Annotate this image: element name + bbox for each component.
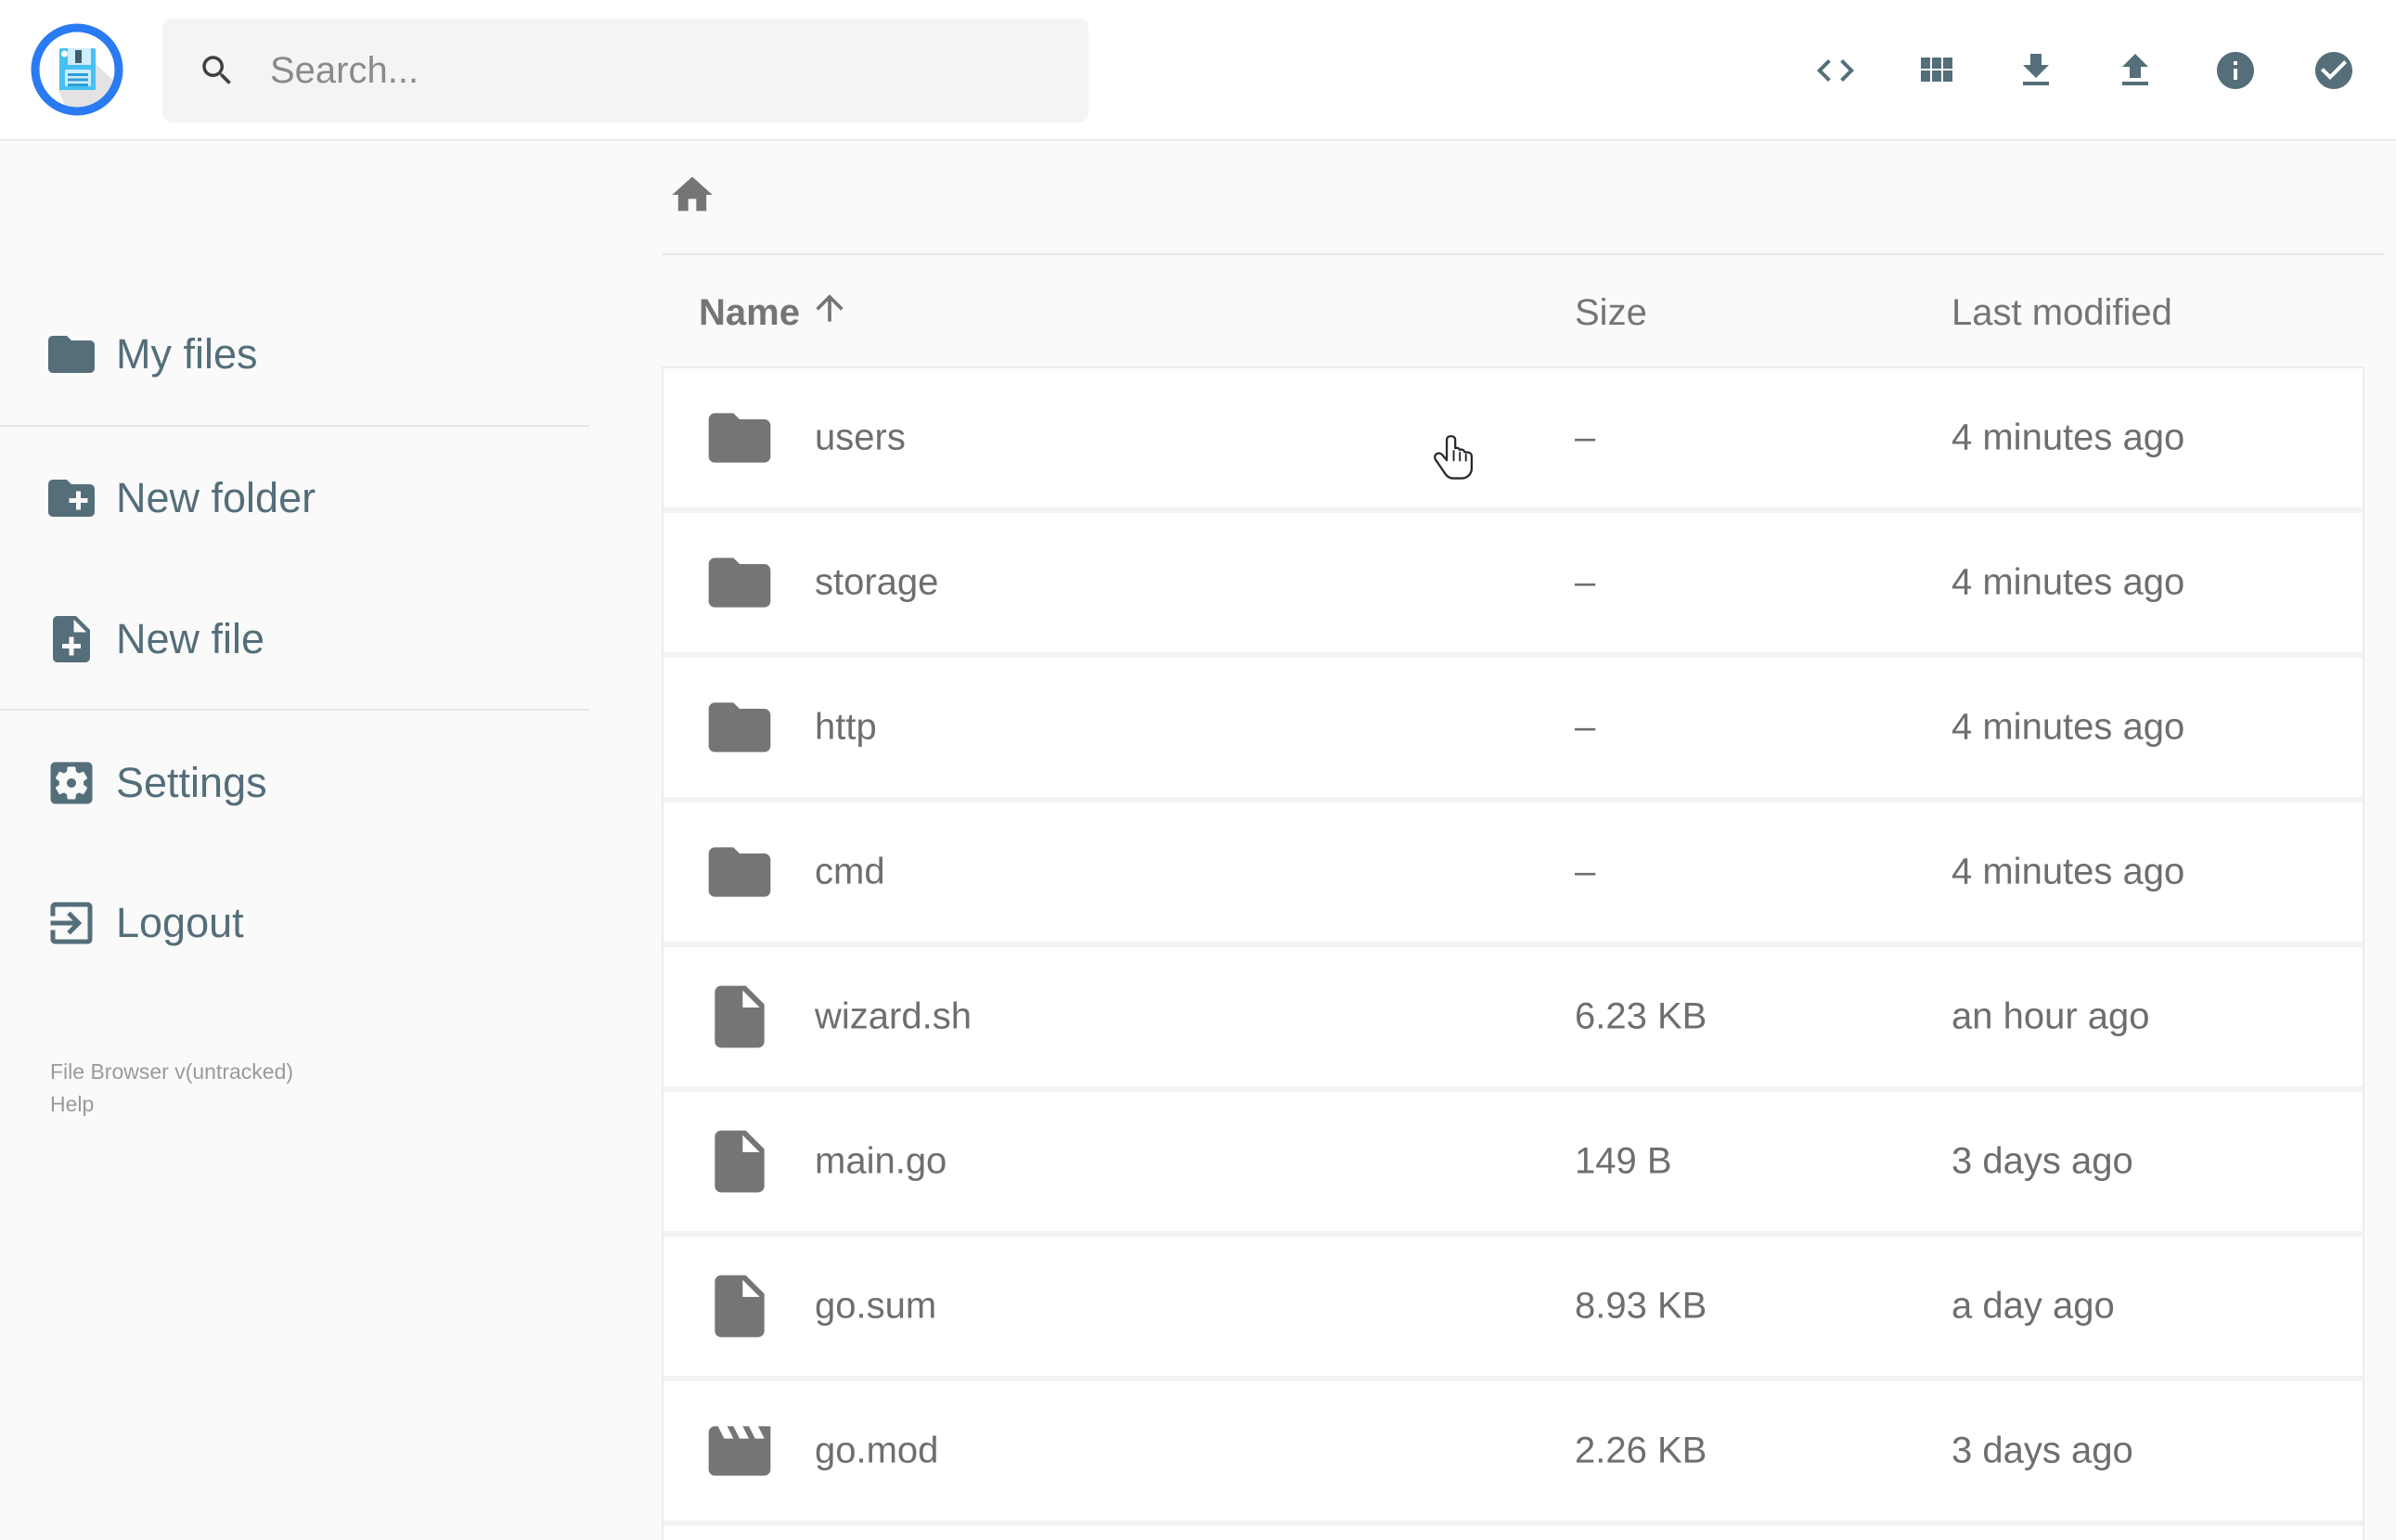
folder-row[interactable]: http – 4 minutes ago — [663, 658, 2363, 802]
help-link[interactable]: Help — [50, 1092, 95, 1116]
sidebar-divider — [0, 425, 589, 427]
settings-icon — [50, 762, 93, 804]
sidebar-item-new-file[interactable]: New file — [0, 588, 589, 690]
sidebar-item-my-files[interactable]: My files — [0, 303, 589, 405]
file-modified: a day ago — [1952, 1285, 2115, 1327]
file-row[interactable]: main.go 149 B 3 days ago — [663, 1092, 2363, 1237]
file-modified: 4 minutes ago — [1952, 851, 2185, 892]
file-size: 2.26 KB — [1575, 1430, 1707, 1471]
file-modified: an hour ago — [1952, 995, 2150, 1037]
file-size: – — [1575, 561, 1596, 603]
sort-ascending-icon[interactable] — [809, 288, 850, 328]
sidebar-item-logout[interactable]: Logout — [0, 872, 589, 974]
file-size: 8.93 KB — [1575, 1285, 1707, 1327]
column-header-last-modified[interactable]: Last modified — [1952, 292, 2172, 333]
file-row[interactable]: wizard.sh 6.23 KB an hour ago — [663, 947, 2363, 1092]
file-size: – — [1575, 851, 1596, 892]
file-row[interactable]: go.sum 8.93 KB a day ago — [663, 1237, 2363, 1381]
file-size: 6.23 KB — [1575, 995, 1707, 1037]
file-icon — [702, 1124, 777, 1199]
column-header-size[interactable]: Size — [1575, 292, 1647, 333]
file-listing-panel: Name Size Last modified users – 4 minute… — [589, 141, 2396, 1540]
folder-row[interactable]: users – 4 minutes ago — [663, 368, 2363, 513]
sidebar-divider — [0, 709, 589, 711]
info-button[interactable] — [2213, 48, 2258, 93]
file-modified: 4 minutes ago — [1952, 417, 2185, 458]
search-input[interactable] — [268, 48, 1066, 93]
shell-button[interactable] — [1813, 48, 1858, 93]
upload-icon — [2113, 48, 2158, 93]
file-name: go.sum — [815, 1285, 937, 1327]
sidebar-item-settings[interactable]: Settings — [0, 732, 589, 834]
file-name: users — [815, 417, 906, 458]
file-modified: 3 days ago — [1952, 1430, 2133, 1471]
grid-view-icon — [1913, 48, 1958, 93]
breadcrumb-home-icon[interactable] — [668, 171, 716, 219]
file-modified: 4 minutes ago — [1952, 706, 2185, 748]
new-file-icon — [53, 616, 90, 662]
folder-row[interactable]: cmd – 4 minutes ago — [663, 802, 2363, 947]
sidebar-item-label: Settings — [116, 759, 267, 806]
check-circle-icon — [2312, 48, 2356, 93]
folder-icon — [702, 401, 777, 475]
file-name: cmd — [815, 851, 885, 892]
movie-file-icon — [702, 1414, 777, 1488]
file-icon — [702, 1269, 777, 1343]
search-icon — [198, 51, 237, 90]
file-modified: 3 days ago — [1952, 1140, 2133, 1182]
logout-icon — [50, 902, 93, 944]
search-bar — [162, 19, 1089, 122]
breadcrumb-divider — [662, 253, 2385, 255]
download-icon — [2014, 48, 2058, 93]
app-version-text: File Browser v(untracked) — [50, 1059, 294, 1084]
column-header-name[interactable]: Name — [699, 292, 800, 333]
file-modified: 4 minutes ago — [1952, 561, 2185, 603]
sidebar: My files New folder New file Settings Lo… — [0, 141, 589, 1540]
folder-row[interactable]: storage – 4 minutes ago — [663, 513, 2363, 658]
file-list: users – 4 minutes ago storage – 4 minute… — [662, 366, 2364, 1540]
file-name: storage — [815, 561, 939, 603]
file-size: 149 B — [1575, 1140, 1672, 1182]
sidebar-item-label: My files — [116, 330, 258, 378]
download-button[interactable] — [2014, 48, 2058, 93]
topbar — [0, 0, 2396, 141]
folder-icon — [48, 336, 95, 373]
folder-icon — [702, 835, 777, 909]
select-multiple-button[interactable] — [2312, 48, 2356, 93]
file-name: go.mod — [815, 1430, 939, 1471]
file-name: main.go — [815, 1140, 947, 1182]
sidebar-item-new-folder[interactable]: New folder — [0, 447, 589, 549]
sidebar-item-label: New folder — [116, 474, 316, 521]
app-logo-icon[interactable] — [31, 23, 123, 116]
file-icon — [702, 980, 777, 1054]
file-name: wizard.sh — [815, 995, 972, 1037]
folder-icon — [702, 690, 777, 764]
new-folder-icon — [48, 480, 95, 517]
folder-icon — [702, 545, 777, 620]
file-name: http — [815, 706, 877, 748]
file-size: – — [1575, 706, 1596, 748]
code-icon — [1813, 48, 1858, 93]
sidebar-item-label: New file — [116, 615, 265, 662]
file-row[interactable]: go.mod 2.26 KB 3 days ago — [663, 1381, 2363, 1526]
info-icon — [2213, 48, 2258, 93]
upload-button[interactable] — [2113, 48, 2158, 93]
file-size: – — [1575, 417, 1596, 458]
switch-view-button[interactable] — [1913, 48, 1958, 93]
sidebar-item-label: Logout — [116, 899, 244, 946]
